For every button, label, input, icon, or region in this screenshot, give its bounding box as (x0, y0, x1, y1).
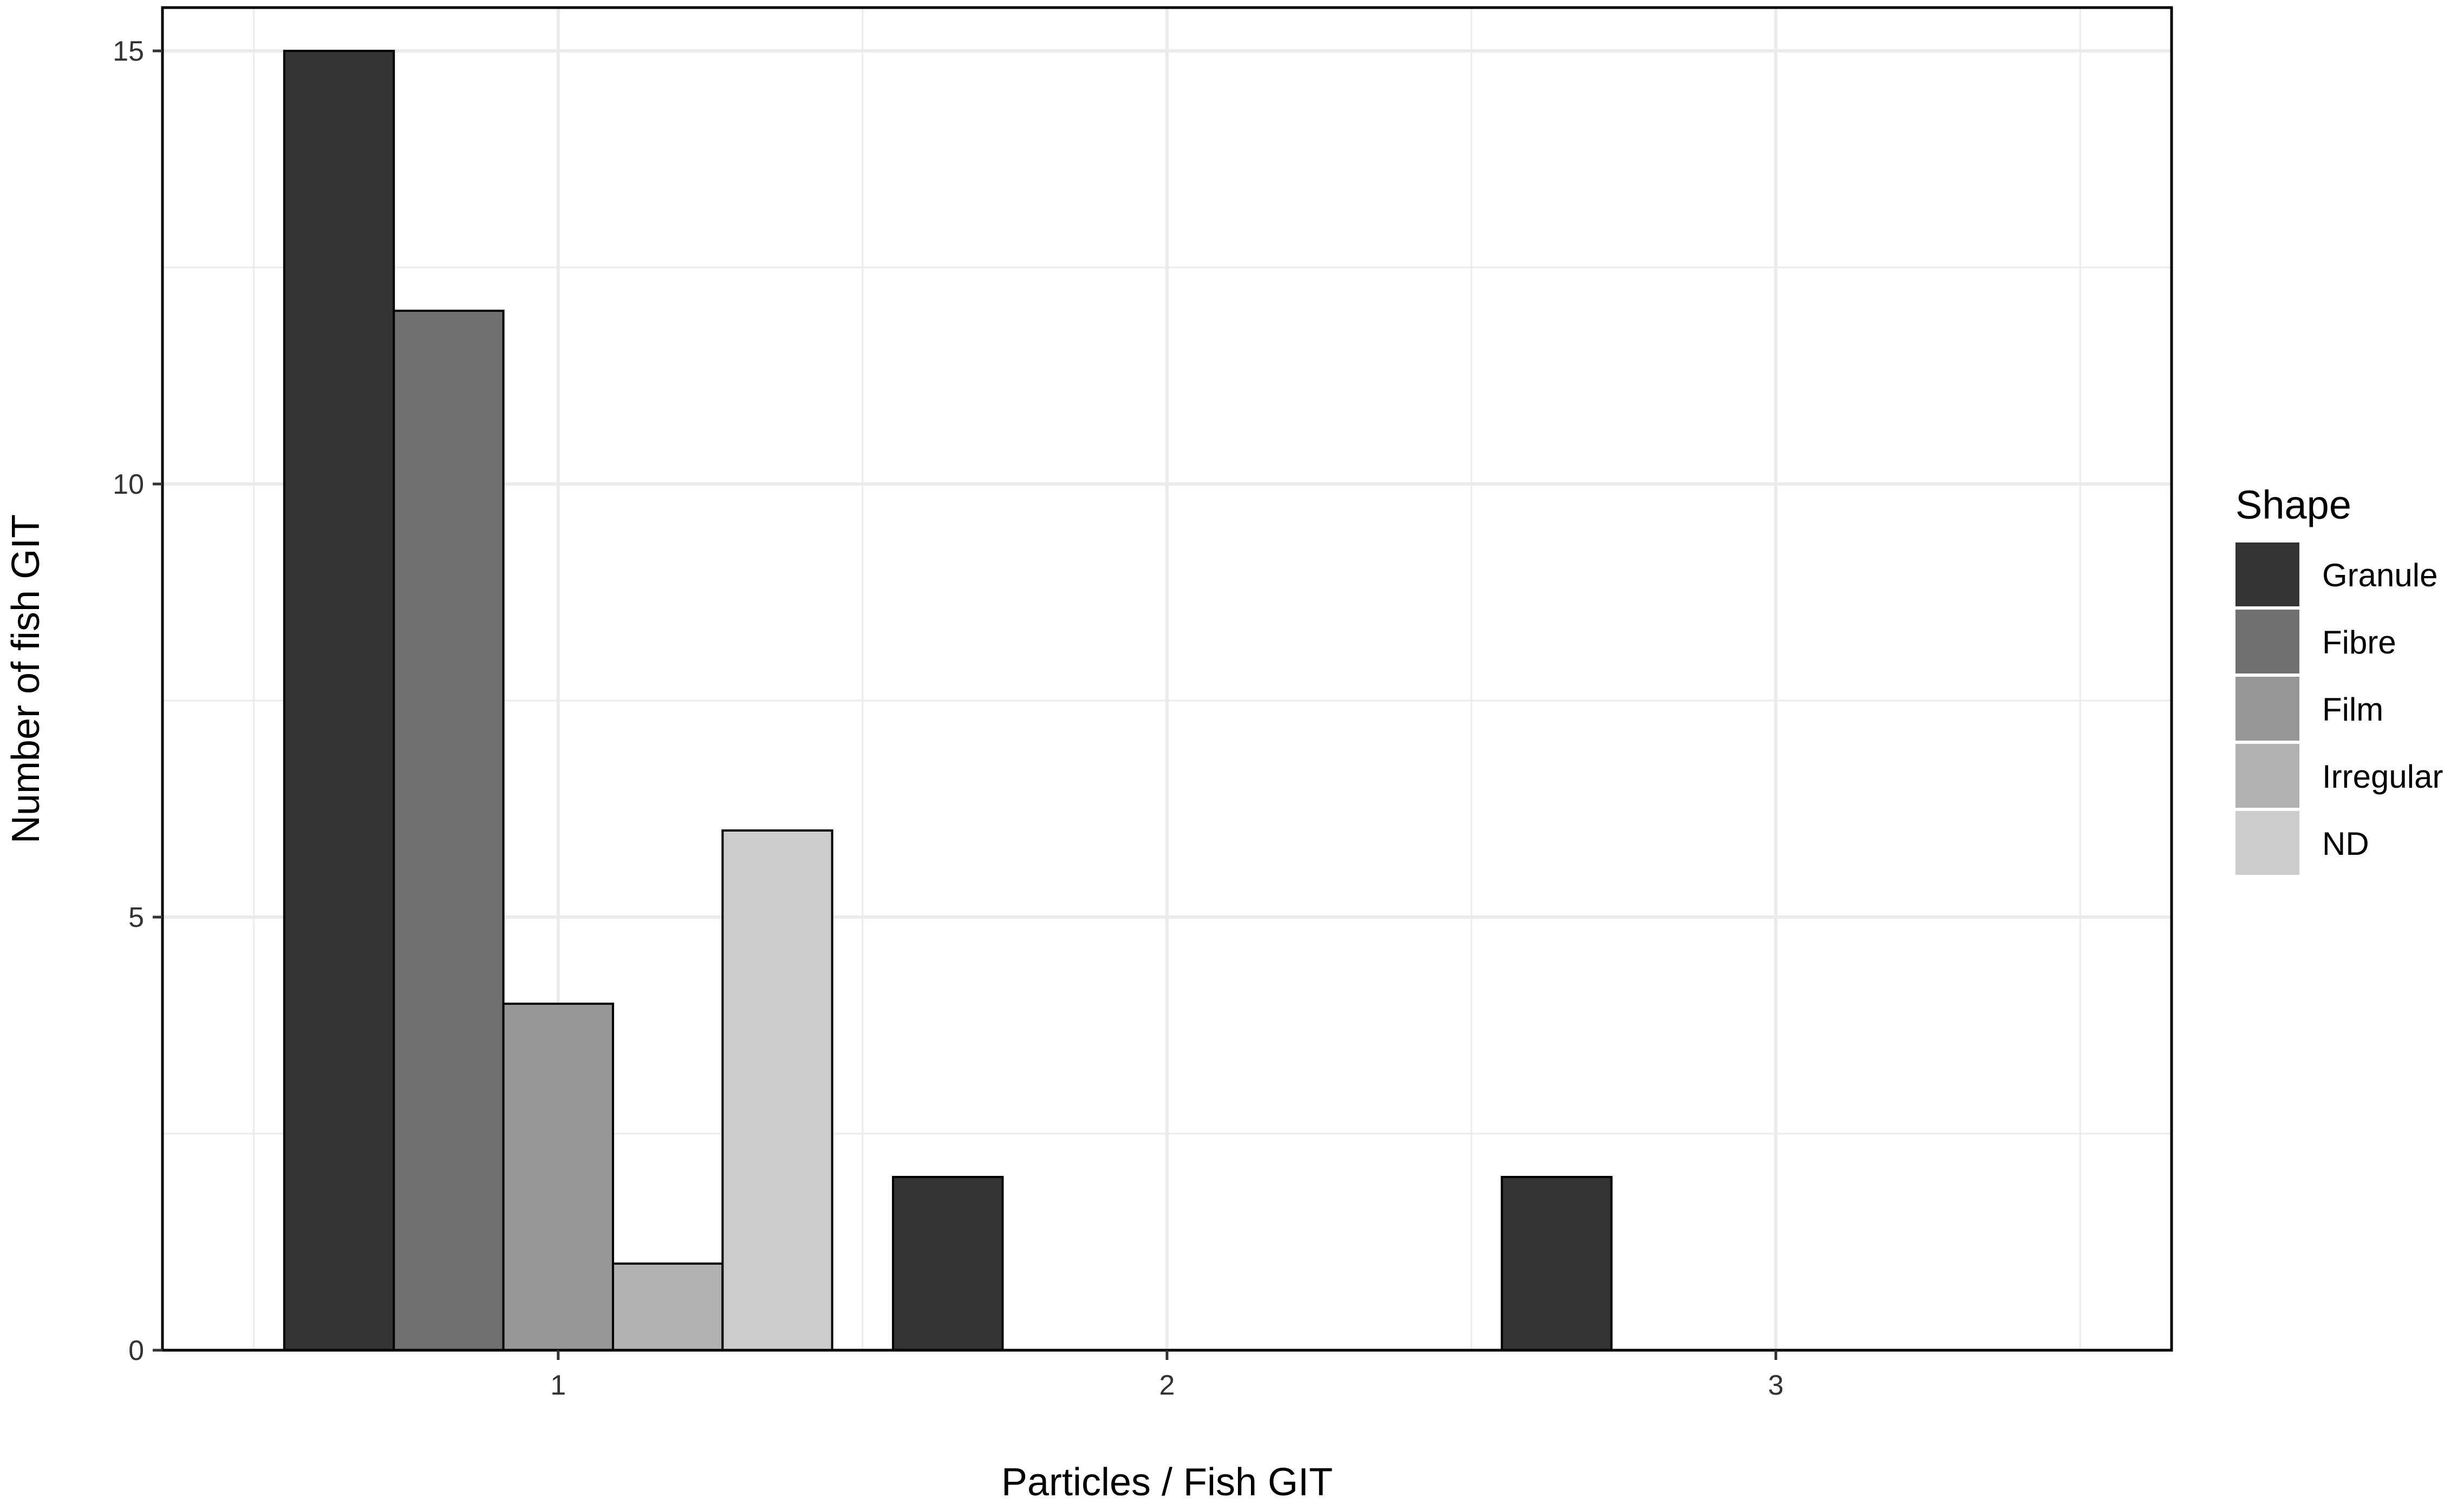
bar-granule-2 (892, 1176, 1004, 1351)
bar-nd-1 (721, 829, 833, 1351)
legend-label-film: Film (2322, 691, 2383, 728)
legend-label-nd: ND (2322, 826, 2369, 862)
bar-granule-3 (1501, 1176, 1613, 1351)
legend-key-irregular (2235, 744, 2299, 808)
legend-label-irregular: Irregular (2322, 758, 2443, 795)
bar-fibre-1 (393, 310, 505, 1351)
legend-title: Shape (2235, 482, 2351, 527)
x-axis-title: Particles / Fish GIT (1001, 1461, 1333, 1504)
x-tick-label: 3 (1768, 1370, 1784, 1401)
legend-label-fibre: Fibre (2322, 624, 2396, 660)
bars (283, 50, 1613, 1351)
legend-key-film (2235, 677, 2299, 741)
legend-label-granule: Granule (2322, 557, 2437, 593)
legend: Shape Granule Fibre Film Irregular ND (2235, 482, 2443, 875)
x-tick-label: 2 (1159, 1370, 1175, 1401)
axis-ticks: 0 5 10 15 1 2 3 (113, 36, 1784, 1401)
x-tick-label: 1 (550, 1370, 566, 1401)
y-axis-title: Number of fish GIT (4, 514, 48, 843)
bar-granule-1 (283, 50, 395, 1351)
y-tick-label: 5 (128, 902, 144, 933)
bar-irregular-1 (611, 1263, 724, 1351)
bar-film-1 (502, 1003, 614, 1351)
legend-key-fibre (2235, 610, 2299, 673)
y-tick-label: 0 (128, 1335, 144, 1366)
y-tick-label: 10 (113, 469, 144, 500)
legend-key-nd (2235, 811, 2299, 875)
y-tick-label: 15 (113, 36, 144, 67)
legend-key-granule (2235, 542, 2299, 606)
grid-lines (162, 8, 2172, 1352)
